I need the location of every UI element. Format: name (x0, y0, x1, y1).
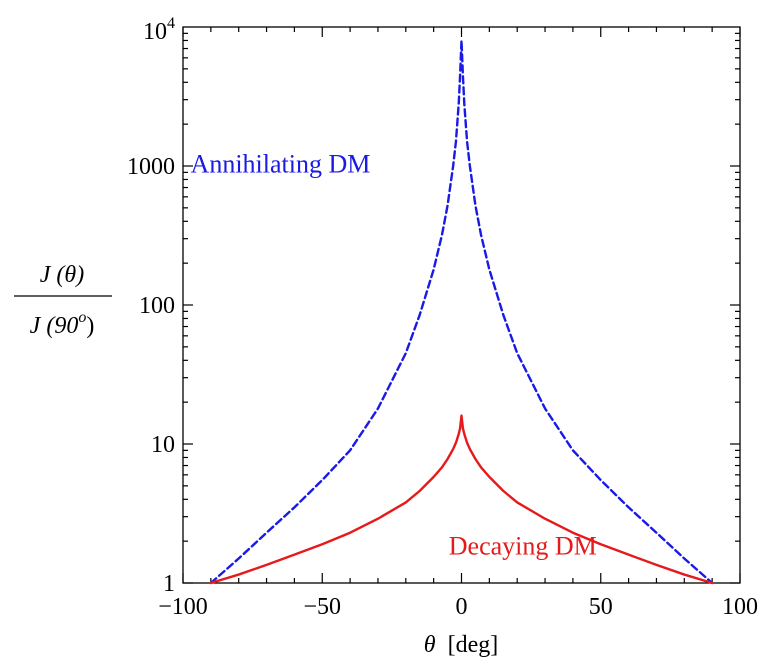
x-axis-title: θ [deg] (424, 632, 498, 658)
annotation-decaying: Decaying DM (449, 532, 597, 561)
x-tick-label: −50 (303, 594, 341, 620)
y-tick-label: 1000 (127, 154, 175, 180)
x-axis-title-var: θ (424, 632, 436, 658)
series-line-annihilating (209, 39, 714, 585)
annotations: Annihilating DM Decaying DM (191, 149, 597, 560)
y-tick-label-base: 10 (143, 19, 167, 45)
y-axis-title-denominator-suffix: ) (86, 313, 94, 339)
y-axis-title-denominator: J (90o) (30, 309, 95, 339)
y-axis-title-denominator-sup: o (78, 309, 86, 326)
y-axis-title-numerator: J (θ) (40, 262, 84, 288)
plot-frame (182, 26, 741, 584)
annotation-annihilating: Annihilating DM (191, 149, 371, 178)
y-tick-label: 10 (151, 432, 175, 458)
series-line-decaying (209, 414, 714, 585)
x-tick-label: 100 (722, 594, 758, 620)
x-tick-label: −100 (158, 594, 208, 620)
y-axis-title: J (θ) J (90o) (14, 262, 112, 339)
y-tick-label: 1 (163, 571, 175, 597)
y-tick-label: 104 (143, 15, 175, 45)
x-tick-label: 0 (456, 594, 468, 620)
y-tick-label: 100 (139, 293, 175, 319)
y-axis-title-denominator-prefix: J (90 (30, 313, 79, 339)
series (209, 39, 714, 585)
ticks (182, 27, 741, 584)
x-axis-title-unit: [deg] (448, 632, 499, 658)
x-tick-label: 50 (589, 594, 613, 620)
y-tick-label-exp: 4 (167, 15, 175, 32)
